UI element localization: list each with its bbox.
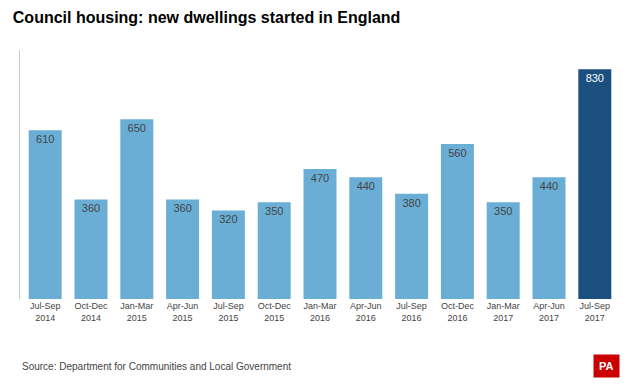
svg-text:PA: PA — [599, 360, 614, 372]
svg-text:Oct-Dec2015: Oct-Dec2015 — [258, 301, 292, 323]
svg-text:Jul-Sep2014: Jul-Sep2014 — [30, 301, 61, 323]
svg-text:Apr-Jun2016: Apr-Jun2016 — [350, 301, 382, 323]
svg-text:470: 470 — [311, 172, 329, 184]
svg-text:Jul-Sep2015: Jul-Sep2015 — [213, 301, 244, 323]
svg-text:Source: Department for Communi: Source: Department for Communities and L… — [22, 361, 291, 372]
svg-text:560: 560 — [448, 147, 466, 159]
svg-text:Oct-Dec2016: Oct-Dec2016 — [441, 301, 475, 323]
svg-text:Council housing: new dwellings: Council housing: new dwellings started i… — [13, 9, 401, 26]
svg-text:Jul-Sep2017: Jul-Sep2017 — [580, 301, 611, 323]
svg-text:Apr-Jun2015: Apr-Jun2015 — [167, 301, 199, 323]
svg-text:Oct-Dec2014: Oct-Dec2014 — [74, 301, 108, 323]
svg-text:650: 650 — [128, 122, 146, 134]
svg-text:440: 440 — [540, 180, 558, 192]
svg-text:350: 350 — [265, 205, 283, 217]
svg-text:610: 610 — [36, 133, 54, 145]
svg-text:380: 380 — [402, 197, 420, 209]
svg-text:350: 350 — [494, 205, 512, 217]
svg-text:Jan-Mar2015: Jan-Mar2015 — [120, 301, 153, 323]
svg-text:Jan-Mar2016: Jan-Mar2016 — [303, 301, 336, 323]
svg-text:440: 440 — [357, 180, 375, 192]
svg-text:830: 830 — [586, 72, 604, 84]
svg-text:360: 360 — [82, 202, 100, 214]
svg-text:Jan-Mar2017: Jan-Mar2017 — [487, 301, 520, 323]
svg-text:360: 360 — [173, 202, 191, 214]
svg-text:320: 320 — [219, 213, 237, 225]
svg-text:Apr-Jun2017: Apr-Jun2017 — [533, 301, 565, 323]
svg-text:Jul-Sep2016: Jul-Sep2016 — [396, 301, 427, 323]
